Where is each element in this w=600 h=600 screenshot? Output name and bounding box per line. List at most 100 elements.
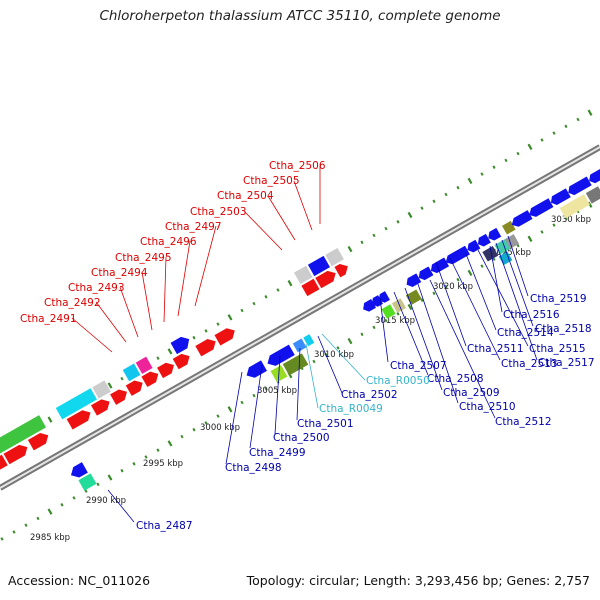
tick-mark [552, 223, 556, 227]
gene-feature [418, 266, 434, 281]
gene-feature [66, 410, 91, 430]
gene-label: Ctha_2514 [497, 327, 554, 339]
tick-mark [156, 448, 160, 452]
tick-mark [407, 303, 413, 311]
tick-mark [24, 523, 28, 527]
tick-mark [12, 530, 16, 534]
tick-mark [227, 314, 233, 321]
gene-label: Ctha_2496 [140, 236, 197, 248]
tick-mark [456, 185, 460, 190]
gene-feature [488, 227, 502, 241]
gene-feature [125, 380, 143, 396]
gene-label: Ctha_R0049 [319, 403, 383, 415]
gene-feature [135, 356, 153, 374]
tick-mark [240, 308, 244, 313]
scale-label-3005: 3005 kbp [257, 386, 297, 396]
gene-feature [559, 194, 591, 219]
tick-mark [480, 264, 484, 268]
gene-feature [282, 353, 309, 376]
gene-label: Ctha_2494 [91, 267, 148, 279]
gene-feature [78, 473, 97, 491]
genome-backbone [0, 144, 600, 491]
tick-mark [167, 440, 173, 447]
gene-feature [214, 328, 235, 346]
tick-mark [576, 117, 580, 122]
tick-mark [336, 346, 340, 350]
tick-mark [372, 233, 376, 238]
gene-feature [195, 339, 216, 357]
tick-mark [276, 288, 280, 292]
tick-mark [467, 269, 473, 277]
tick-mark [420, 298, 424, 302]
gene-label: Ctha_2497 [165, 221, 222, 233]
tick-mark [107, 382, 113, 389]
gene-label: Ctha_2519 [530, 293, 587, 305]
tick-mark [467, 177, 473, 185]
gene-feature [301, 278, 320, 297]
map-title: Chloroherpeton thalassium ATCC 35110, co… [99, 8, 501, 24]
tick-mark [36, 516, 40, 521]
genome-summary-text: Topology: circular; Length: 3,293,456 bp… [246, 573, 590, 588]
gene-feature [0, 454, 8, 480]
gene-feature [246, 360, 267, 378]
tick-mark [516, 151, 520, 156]
tick-mark [227, 406, 233, 413]
gene-label: Ctha_2495 [115, 252, 172, 264]
scale-label-3010: 3010 kbp [314, 350, 354, 360]
gene-feature [92, 380, 111, 399]
lower-callout-lines [107, 235, 538, 523]
tick-mark [287, 280, 293, 287]
gene-label: Ctha_2510 [459, 401, 516, 413]
tick-mark [60, 503, 64, 507]
tick-mark [192, 427, 196, 432]
tick-mark [156, 356, 160, 360]
gene-feature [568, 176, 592, 196]
tick-mark [216, 414, 220, 418]
gene-label: Ctha_2500 [273, 432, 330, 444]
tick-mark [192, 335, 196, 340]
gene-label: Ctha_2512 [495, 416, 552, 428]
gene-feature [378, 291, 390, 303]
tick-mark [456, 277, 460, 282]
gene-label: Ctha_2508 [427, 373, 484, 385]
gene-feature [303, 334, 315, 347]
scale-label-2985: 2985 kbp [30, 533, 70, 543]
rna-gene-labels: Ctha_R0049 Ctha_R0050 [319, 375, 430, 415]
tick-mark [372, 325, 376, 330]
tick-mark [396, 312, 400, 316]
tick-mark [527, 235, 533, 242]
gene-feature [27, 433, 49, 451]
tick-mark [527, 143, 533, 150]
gene-feature [529, 198, 554, 217]
gene-feature [550, 188, 571, 205]
gene-feature [589, 168, 600, 184]
tick-mark [47, 508, 53, 515]
tick-mark [480, 172, 484, 176]
gene-feature [482, 246, 499, 262]
tick-mark [552, 131, 556, 135]
gene-label: Ctha_2517 [538, 357, 595, 369]
scale-labels: 2985 kbp 2990 kbp 2995 kbp 3000 kbp 3005… [30, 215, 591, 543]
upper-gene-labels: Ctha_2491 Ctha_2492 Ctha_2493 Ctha_2494 … [20, 160, 326, 325]
tick-mark [444, 192, 448, 197]
tick-mark [540, 230, 544, 234]
gene-feature [70, 462, 88, 478]
gene-feature [3, 444, 28, 465]
tick-mark [252, 393, 256, 398]
tick-mark [540, 138, 544, 142]
tick-mark [347, 337, 353, 345]
gene-label: Ctha_2504 [217, 190, 274, 202]
tick-mark [360, 332, 364, 337]
lower-gene-labels: Ctha_2487 Ctha_2498 Ctha_2499 Ctha_2500 … [136, 293, 595, 532]
tick-mark [312, 359, 316, 364]
tick-mark [107, 474, 113, 481]
gene-feature [371, 295, 383, 307]
gene-feature [172, 353, 190, 370]
tick-mark [180, 434, 184, 439]
gene-label: Ctha_2501 [297, 418, 354, 430]
gene-feature [315, 270, 336, 289]
gene-label: Ctha_2518 [535, 323, 592, 335]
tick-mark [384, 318, 388, 323]
tick-mark [204, 421, 208, 425]
